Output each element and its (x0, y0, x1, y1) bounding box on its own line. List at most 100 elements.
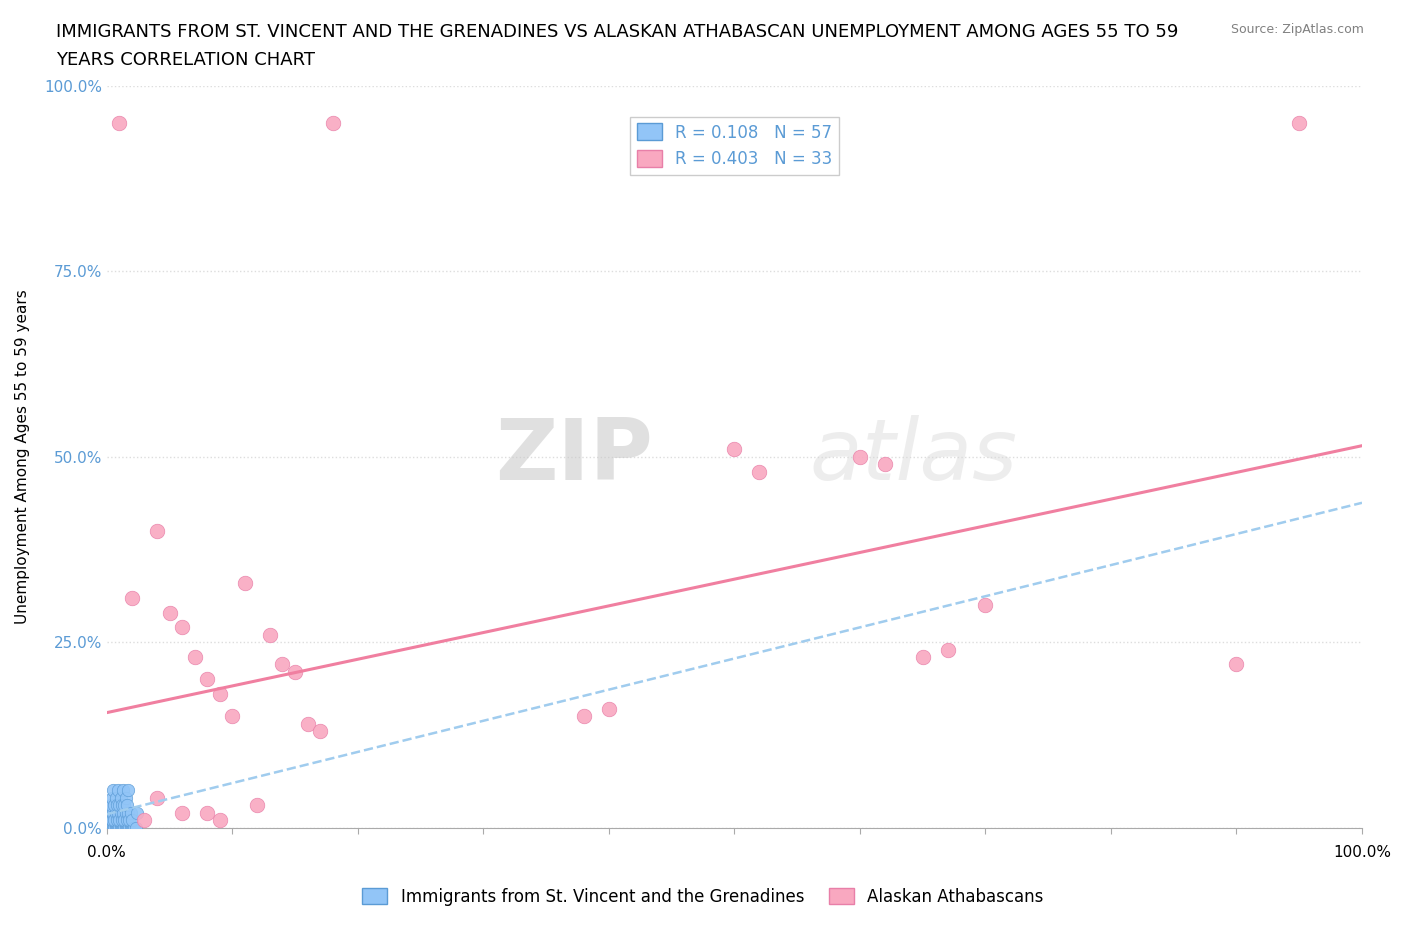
Point (146, 790, 169, 805)
Point (105, 813, 128, 828)
Point (115, 798, 138, 813)
Legend: Immigrants from St. Vincent and the Grenadines, Alaskan Athabascans: Immigrants from St. Vincent and the Gren… (356, 881, 1050, 912)
Text: Source: ZipAtlas.com: Source: ZipAtlas.com (1230, 23, 1364, 36)
Point (103, 820, 125, 835)
Point (1288, 115, 1310, 130)
Point (208, 813, 231, 828)
Point (121, 813, 143, 828)
Point (115, 813, 138, 828)
Point (103, 813, 125, 828)
Point (100, 820, 122, 835)
Point (195, 805, 218, 820)
Point (124, 820, 146, 835)
Point (748, 464, 770, 479)
Point (104, 805, 127, 820)
Point (159, 605, 181, 620)
Text: 0.0%: 0.0% (87, 845, 127, 860)
Point (112, 798, 135, 813)
Point (111, 798, 134, 813)
Text: IMMIGRANTS FROM ST. VINCENT AND THE GRENADINES VS ALASKAN ATHABASCAN UNEMPLOYMEN: IMMIGRANTS FROM ST. VINCENT AND THE GREN… (56, 23, 1178, 41)
Point (936, 643, 959, 658)
Point (195, 671, 218, 686)
Point (112, 805, 135, 820)
Point (121, 591, 143, 605)
Point (103, 798, 125, 813)
Point (100, 790, 122, 805)
Point (114, 820, 136, 835)
Text: ZIP: ZIP (495, 416, 652, 498)
Point (120, 820, 142, 835)
Point (104, 790, 127, 805)
Point (105, 820, 128, 835)
Point (100, 798, 122, 813)
Point (100, 813, 122, 828)
Point (108, 813, 131, 828)
Point (108, 115, 131, 130)
Point (100, 820, 122, 835)
Point (974, 598, 997, 613)
Point (146, 524, 169, 538)
Point (122, 820, 145, 835)
Point (111, 820, 134, 835)
Point (118, 820, 141, 835)
Point (117, 805, 139, 820)
Point (112, 820, 135, 835)
Point (125, 805, 148, 820)
Point (112, 813, 135, 828)
Point (117, 820, 139, 835)
Point (98, 820, 121, 835)
Point (183, 649, 205, 664)
Point (322, 115, 344, 130)
Point (1225, 657, 1247, 671)
Point (911, 649, 934, 664)
Point (105, 798, 128, 813)
Point (104, 820, 127, 835)
Point (108, 798, 131, 813)
Point (101, 820, 124, 835)
Point (107, 783, 129, 798)
Point (309, 724, 332, 738)
Point (114, 790, 136, 805)
Point (259, 628, 281, 643)
Point (112, 783, 135, 798)
Point (297, 716, 319, 731)
Point (873, 457, 896, 472)
Point (246, 798, 269, 813)
Point (101, 783, 124, 798)
Point (849, 449, 872, 464)
Legend: R = 0.108   N = 57, R = 0.403   N = 33: R = 0.108 N = 57, R = 0.403 N = 33 (630, 116, 839, 175)
Text: YEARS CORRELATION CHART: YEARS CORRELATION CHART (56, 51, 315, 69)
Point (170, 805, 193, 820)
Point (221, 709, 243, 724)
Point (98, 813, 121, 828)
Point (107, 820, 129, 835)
Point (121, 820, 143, 835)
Point (271, 657, 294, 671)
Point (572, 709, 595, 724)
Point (284, 664, 307, 679)
Point (115, 820, 138, 835)
Point (107, 805, 129, 820)
Point (170, 620, 193, 635)
Point (598, 701, 620, 716)
Point (233, 576, 256, 591)
Point (112, 820, 135, 835)
Point (208, 686, 231, 701)
Point (110, 805, 132, 820)
Point (111, 813, 134, 828)
Point (117, 783, 139, 798)
Point (110, 820, 132, 835)
Text: atlas: atlas (810, 416, 1018, 498)
Point (118, 813, 141, 828)
Point (110, 790, 132, 805)
Point (120, 805, 142, 820)
Point (723, 442, 745, 457)
Y-axis label: Unemployment Among Ages 55 to 59 years: Unemployment Among Ages 55 to 59 years (15, 289, 30, 624)
Point (100, 805, 122, 820)
Point (101, 805, 124, 820)
Point (124, 820, 146, 835)
Point (134, 813, 156, 828)
Point (114, 805, 136, 820)
Text: 100.0%: 100.0% (1333, 845, 1391, 860)
Point (108, 820, 131, 835)
